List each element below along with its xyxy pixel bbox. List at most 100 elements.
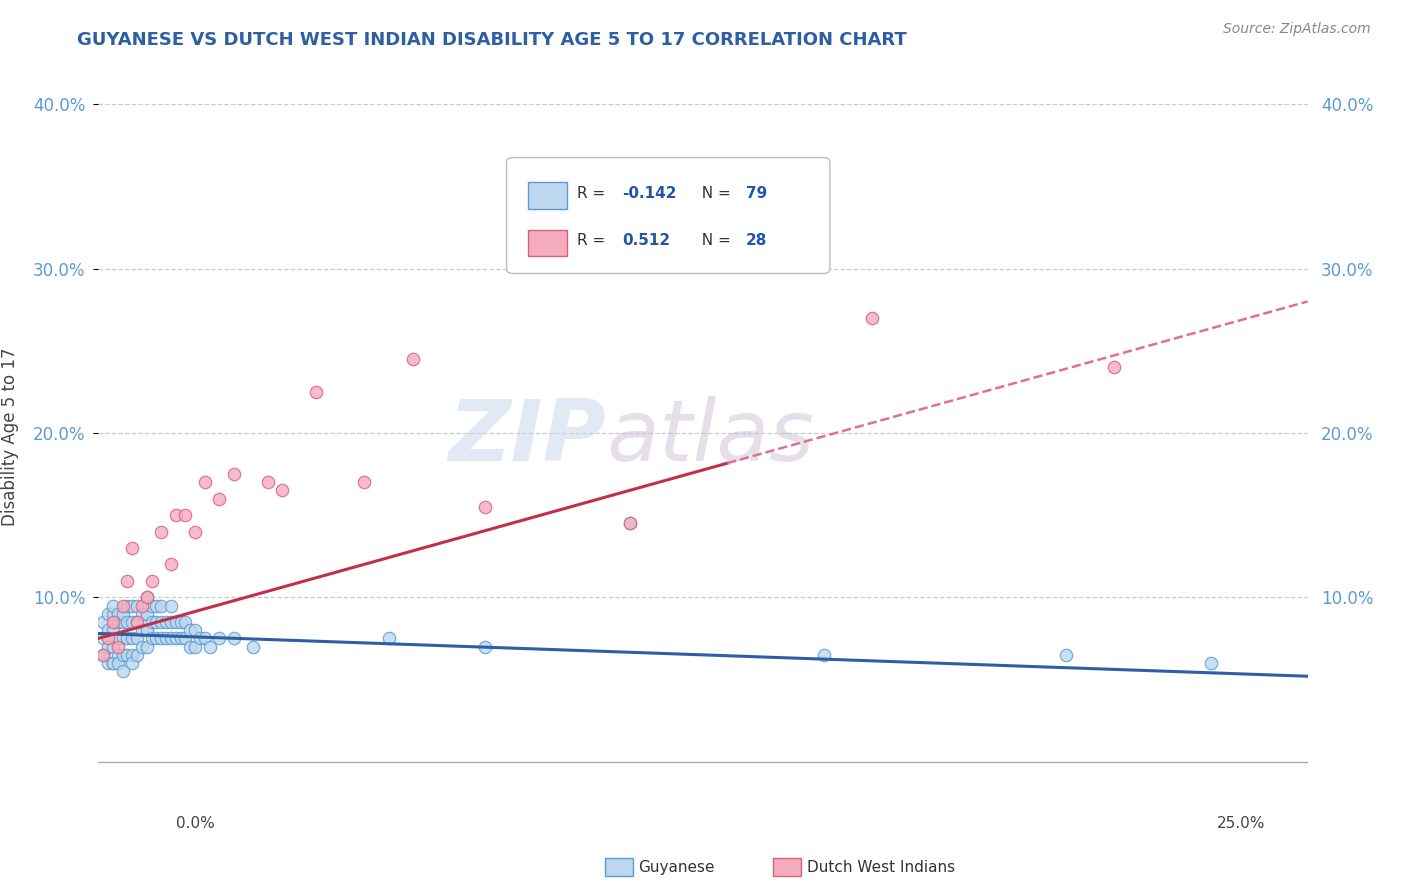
Point [194,632,217,646]
Point [165,632,187,646]
Point [101,656,124,670]
Text: 28: 28 [745,233,766,248]
Text: ZIP: ZIP [449,395,606,479]
Point [174,632,197,646]
Point [121,541,143,555]
Point [127,599,149,613]
Point [121,648,143,662]
Point [141,632,163,646]
Text: atlas: atlas [606,395,814,479]
Point [198,640,221,654]
Point [135,591,157,605]
Point [135,640,157,654]
Text: Guyanese: Guyanese [638,860,714,874]
Text: R =: R = [576,186,610,201]
Point [242,640,264,654]
Point [127,648,149,662]
Point [117,648,139,662]
Point [91,632,114,646]
Point [377,632,399,646]
Point [169,615,191,629]
Point [101,624,124,638]
Point [174,615,197,629]
Point [121,632,143,646]
Point [141,574,163,588]
Point [121,656,143,670]
Point [145,599,167,613]
Point [150,599,173,613]
Point [107,648,129,662]
Point [150,524,173,539]
Point [208,491,231,506]
Point [141,615,163,629]
Point [184,640,207,654]
Text: 25.0%: 25.0% [1218,816,1265,831]
Point [107,656,129,670]
Point [474,640,496,654]
Point [91,648,114,662]
Point [1102,360,1125,375]
Text: N =: N = [692,186,735,201]
Text: N =: N = [692,233,735,248]
Point [271,483,294,498]
Point [474,500,496,514]
Point [135,607,157,621]
Point [117,599,139,613]
Point [97,640,120,654]
Point [184,624,207,638]
Point [131,624,153,638]
Point [111,648,134,662]
Point [184,524,207,539]
Point [127,632,149,646]
Point [101,640,124,654]
Point [111,607,134,621]
Text: 79: 79 [745,186,766,201]
Point [150,615,173,629]
Point [155,632,177,646]
Point [222,467,245,481]
Text: -0.142: -0.142 [621,186,676,201]
Text: GUYANESE VS DUTCH WEST INDIAN DISABILITY AGE 5 TO 17 CORRELATION CHART: GUYANESE VS DUTCH WEST INDIAN DISABILITY… [77,31,907,49]
Point [619,516,641,531]
Point [165,508,187,523]
Point [135,591,157,605]
Point [97,624,120,638]
Point [174,508,197,523]
Point [169,632,191,646]
Point [1054,648,1077,662]
Text: Source: ZipAtlas.com: Source: ZipAtlas.com [1223,22,1371,37]
Point [160,599,183,613]
Point [145,632,167,646]
Point [194,475,217,490]
Point [91,648,114,662]
Point [127,615,149,629]
Point [117,574,139,588]
Point [135,624,157,638]
Point [107,607,129,621]
Point [107,632,129,646]
Point [141,599,163,613]
Point [256,475,278,490]
Text: R =: R = [576,233,614,248]
Point [1199,656,1222,670]
Point [860,310,883,325]
Point [101,656,124,670]
Point [121,615,143,629]
Point [97,632,120,646]
Point [188,632,211,646]
Point [111,665,134,679]
Point [127,615,149,629]
Point [131,599,153,613]
Text: 0.0%: 0.0% [176,816,215,831]
Point [111,632,134,646]
Point [131,640,153,654]
Point [160,615,183,629]
Point [208,632,231,646]
Point [155,615,177,629]
Point [145,615,167,629]
Point [619,516,641,531]
Point [101,615,124,629]
Point [107,640,129,654]
Point [222,632,245,646]
Point [150,632,173,646]
